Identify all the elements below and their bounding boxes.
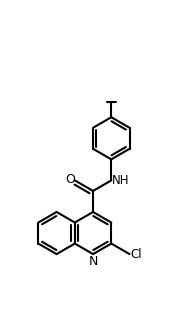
Text: NH: NH (112, 174, 130, 187)
Text: N: N (88, 255, 98, 268)
Text: Cl: Cl (130, 248, 142, 261)
Text: O: O (65, 173, 75, 186)
